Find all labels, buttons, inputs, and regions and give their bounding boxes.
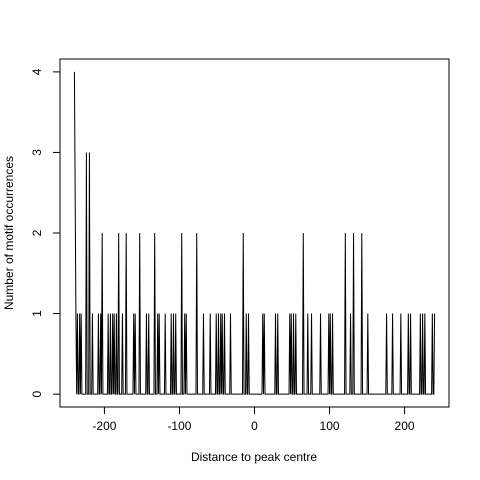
x-tick-label: -200 [92,419,116,433]
x-tick-label: 200 [395,419,415,433]
y-tick-label: 0 [30,390,44,397]
x-tick-label: 100 [320,419,340,433]
x-tick-label: -100 [167,419,191,433]
y-tick-label: 3 [30,149,44,156]
data-line [73,71,436,395]
x-axis-label: Distance to peak centre [191,450,317,464]
y-tick-label: 4 [30,68,44,75]
y-tick-label: 2 [30,229,44,236]
y-axis-label: Number of motif occurrences [2,156,16,310]
y-tick-label: 1 [30,310,44,317]
x-tick-label: 0 [251,419,258,433]
